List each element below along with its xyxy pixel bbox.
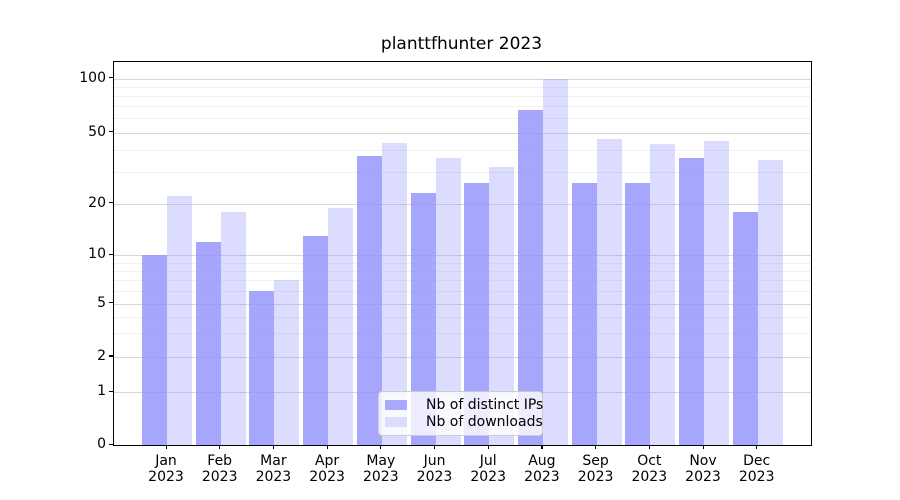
- legend-swatch-downloads: [385, 416, 407, 427]
- bar-aug-distinct-ips: [517, 109, 543, 445]
- x-tick-label-mar: Mar 2023: [255, 453, 292, 485]
- bar-feb-downloads: [220, 211, 246, 445]
- legend-row: Nb of downloads: [385, 414, 543, 431]
- minor-gridline: [114, 118, 811, 120]
- minor-gridline: [114, 333, 811, 335]
- legend-label-distinct-ips: Nb of distinct IPs: [426, 397, 544, 414]
- y-tick-label: 1: [97, 383, 106, 400]
- plot-area: Nb of distinct IPs Nb of downloads: [113, 61, 812, 446]
- x-tick: [219, 445, 221, 449]
- minor-gridline: [114, 262, 811, 264]
- minor-gridline: [114, 172, 811, 174]
- y-tick: [109, 202, 113, 204]
- y-tick-label: 0: [97, 436, 106, 452]
- bar-sep-distinct-ips: [571, 183, 597, 445]
- minor-gridline: [114, 95, 811, 97]
- legend-row: Nb of distinct IPs: [385, 397, 543, 414]
- major-gridline: [114, 78, 811, 80]
- y-tick-label: 100: [79, 69, 106, 86]
- bar-oct-downloads: [650, 144, 676, 445]
- x-tick: [541, 445, 543, 449]
- minor-gridline: [114, 280, 811, 282]
- legend: Nb of distinct IPs Nb of downloads: [378, 391, 543, 436]
- minor-gridline: [114, 290, 811, 292]
- bar-feb-distinct-ips: [195, 241, 221, 445]
- y-tick-label: 10: [88, 246, 106, 263]
- minor-gridline: [114, 316, 811, 318]
- major-gridline: [114, 132, 811, 134]
- x-tick-label-feb: Feb 2023: [201, 453, 238, 485]
- y-tick: [109, 443, 113, 445]
- major-gridline: [114, 303, 811, 305]
- legend-label-downloads: Nb of downloads: [426, 413, 543, 430]
- bar-apr-distinct-ips: [303, 235, 329, 445]
- bar-sep-downloads: [596, 139, 622, 445]
- bar-oct-distinct-ips: [625, 183, 651, 445]
- bar-jan-distinct-ips: [142, 255, 167, 445]
- x-tick: [702, 445, 704, 449]
- y-tick: [109, 302, 113, 304]
- bar-aug-downloads: [542, 78, 568, 445]
- x-tick: [756, 445, 758, 449]
- x-tick-label-sep: Sep 2023: [577, 453, 614, 485]
- x-tick: [434, 445, 436, 449]
- bar-may-distinct-ips: [356, 156, 382, 445]
- y-tick-label: 5: [97, 294, 106, 311]
- y-tick: [109, 253, 113, 255]
- x-tick-label-dec: Dec 2023: [738, 453, 775, 485]
- y-tick: [109, 355, 113, 357]
- x-tick-label-may: May 2023: [362, 453, 399, 485]
- bar-mar-downloads: [274, 280, 300, 445]
- minor-gridline: [114, 106, 811, 108]
- x-tick-label-jan: Jan 2023: [148, 453, 184, 485]
- x-tick: [648, 445, 650, 449]
- x-tick-label-jun: Jun 2023: [416, 453, 453, 485]
- bar-apr-downloads: [328, 207, 354, 445]
- y-tick-label: 20: [88, 194, 106, 211]
- x-tick-label-jul: Jul 2023: [470, 453, 506, 485]
- minor-gridline: [114, 149, 811, 151]
- minor-gridline: [114, 270, 811, 272]
- bar-dec-downloads: [757, 160, 783, 445]
- x-tick: [165, 445, 167, 449]
- x-tick-label-nov: Nov 2023: [685, 453, 721, 485]
- y-tick-label: 2: [97, 347, 106, 364]
- minor-gridline: [114, 86, 811, 88]
- bar-dec-distinct-ips: [732, 211, 758, 445]
- major-gridline: [114, 203, 811, 205]
- x-tick: [595, 445, 597, 449]
- x-tick: [380, 445, 382, 449]
- y-tick: [109, 77, 113, 79]
- chart-title: planttfhunter 2023: [380, 34, 543, 54]
- x-tick: [326, 445, 328, 449]
- legend-swatch-distinct-ips: [385, 400, 407, 411]
- y-tick: [109, 131, 113, 133]
- x-tick-label-apr: Apr 2023: [309, 453, 345, 485]
- x-tick: [487, 445, 489, 449]
- bar-jan-downloads: [167, 196, 192, 445]
- x-tick: [272, 445, 275, 449]
- major-gridline: [114, 356, 811, 358]
- y-tick-label: 50: [88, 123, 106, 140]
- y-tick: [109, 390, 113, 393]
- bar-mar-distinct-ips: [249, 290, 275, 445]
- x-tick-label-aug: Aug 2023: [524, 453, 560, 485]
- bar-nov-distinct-ips: [679, 158, 704, 445]
- major-gridline: [114, 255, 811, 257]
- x-tick-label-oct: Oct 2023: [631, 453, 668, 485]
- bar-nov-downloads: [704, 140, 729, 445]
